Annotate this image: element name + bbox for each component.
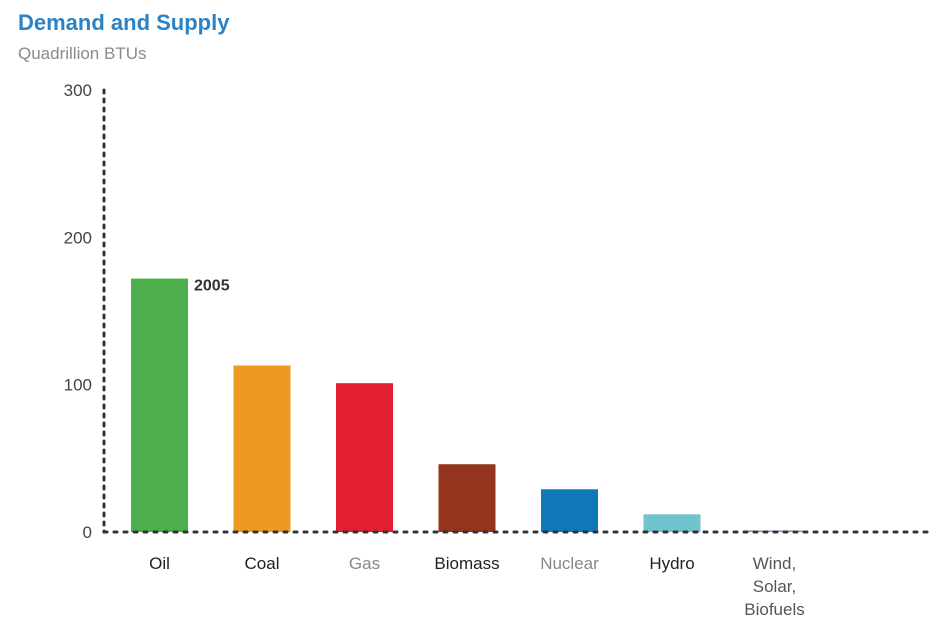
x-tick-label: Wind, (753, 554, 796, 573)
bar (643, 514, 701, 532)
chart-subtitle: Quadrillion BTUs (18, 44, 147, 63)
bar (541, 489, 598, 532)
y-tick-label: 200 (64, 228, 92, 247)
x-tick-label: Biofuels (744, 600, 804, 619)
x-tick-label: Hydro (649, 554, 694, 573)
bar (438, 464, 496, 532)
x-tick-label: Biomass (434, 554, 499, 573)
bar (233, 365, 291, 532)
y-tick-label: 300 (64, 81, 92, 100)
chart-title: Demand and Supply (18, 10, 230, 35)
x-tick-label: Nuclear (540, 554, 599, 573)
annotation-label: 2005 (194, 278, 230, 295)
x-tick-label: Solar, (753, 577, 796, 596)
y-tick-label: 0 (83, 523, 92, 542)
x-tick-label: Oil (149, 554, 170, 573)
y-tick-label: 100 (64, 376, 92, 395)
x-tick-label: Gas (349, 554, 380, 573)
bar (336, 383, 393, 532)
bar (131, 278, 188, 532)
x-tick-label: Coal (245, 554, 280, 573)
